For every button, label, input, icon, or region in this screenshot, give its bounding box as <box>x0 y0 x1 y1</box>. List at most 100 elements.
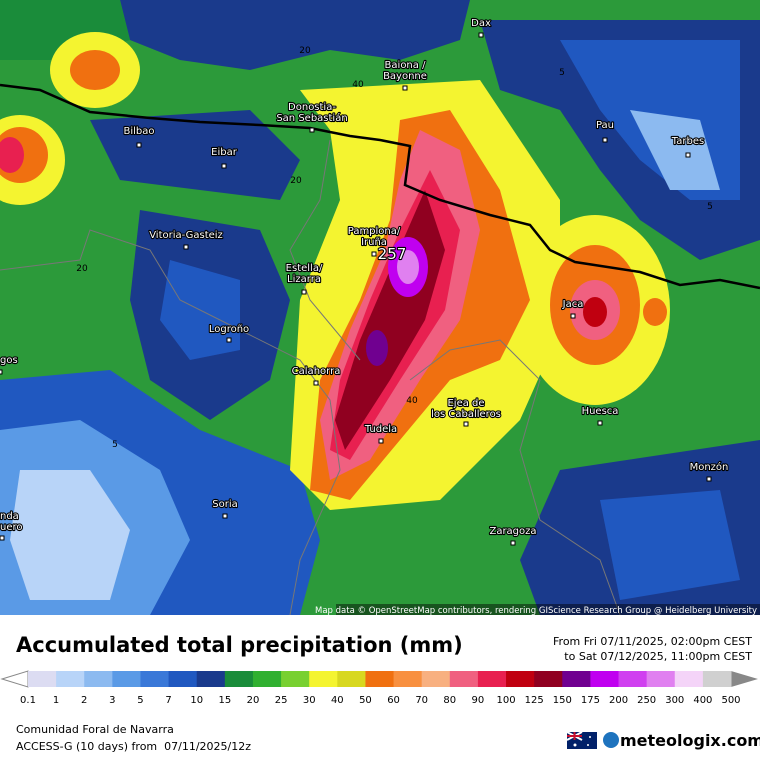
city-dot <box>510 540 516 546</box>
city-name: Donostia- <box>288 102 336 113</box>
contour-label: 20 <box>299 46 311 56</box>
borders <box>0 83 760 615</box>
region: Comunidad Foral de Navarra <box>16 723 174 736</box>
city-name: Tudela <box>364 424 397 435</box>
scale-tick-label: 30 <box>303 695 316 706</box>
city-name: Iruña <box>361 237 387 248</box>
city-dot <box>221 163 227 169</box>
city-dot <box>602 137 608 143</box>
legend-panel: Accumulated total precipitation (mm) Fro… <box>0 633 760 753</box>
scale-tick-label: 3 <box>109 695 115 706</box>
scale-cell <box>618 671 648 687</box>
scale-cell <box>449 671 479 687</box>
city-dot <box>309 127 315 133</box>
scale-cell <box>84 671 113 687</box>
city-dot <box>0 369 3 375</box>
color-scale: 0.1 1 2 3 5 7 10 15 20 25 30 40 50 60 70 80 90 100 125 150 1… <box>20 671 741 706</box>
scale-cell <box>562 671 591 687</box>
city-name: Pamplona/ <box>348 226 401 237</box>
scale-cell <box>646 671 676 687</box>
scale-cell <box>337 671 366 687</box>
scale-cell <box>56 671 85 687</box>
from-date: From Fri 07/11/2025, 02:00pm CEST <box>553 635 752 648</box>
city-name: Logroño <box>209 324 249 335</box>
scale-cell <box>309 671 338 687</box>
scale-cell <box>534 671 563 687</box>
contour-label: 40 <box>352 80 364 90</box>
contour-label: 5 <box>559 68 565 78</box>
contour-label: 20 <box>290 176 302 186</box>
scale-tick-label: 90 <box>472 695 485 706</box>
city-name: Ejea de <box>447 398 484 409</box>
scale-tick-label: 70 <box>415 695 428 706</box>
map: Dax Baiona /Bayonne Donostia-San Sebastián… <box>0 0 760 615</box>
city-dot <box>706 476 712 482</box>
legend-title: Accumulated total precipitation (mm) <box>16 633 463 657</box>
flag <box>566 731 597 749</box>
scale-tick-label: 40 <box>331 695 344 706</box>
scale-cell <box>168 671 198 687</box>
attribution-bg <box>336 604 760 615</box>
city-dot <box>136 142 142 148</box>
legend-high-arrow <box>731 671 758 687</box>
scale-tick-label: 5 <box>137 695 143 706</box>
city-name: nda <box>0 511 19 522</box>
contour-label: 20 <box>76 264 88 274</box>
scale-tick-label: 300 <box>665 695 684 706</box>
scale-tick-label: 125 <box>525 695 544 706</box>
city-name: Vitoria-Gasteiz <box>149 230 223 241</box>
city-name: Dax <box>471 18 491 29</box>
city-name: los Caballeros <box>431 409 501 420</box>
scale-tick-label: 50 <box>359 695 372 706</box>
city-name: Tarbes <box>671 136 704 147</box>
city-dot <box>463 421 469 427</box>
city-dot <box>402 85 408 91</box>
precip-field <box>0 0 760 615</box>
city-dot <box>378 438 384 444</box>
scale-tick-label: 20 <box>247 695 260 706</box>
contour-labels: 20 40 5 20 20 40 5 5 <box>76 46 713 450</box>
scale-tick-label: 0.1 <box>20 695 36 706</box>
model-run: ACCESS-G (10 days) from 07/11/2025/12z <box>16 740 251 753</box>
scale-cell <box>112 671 141 687</box>
contour-label: 5 <box>112 440 118 450</box>
scale-tick-label: 1 <box>53 695 59 706</box>
city-name: San Sebastián <box>276 112 347 124</box>
city-name: Baiona / <box>385 60 427 71</box>
contour-label: 5 <box>707 202 713 212</box>
city-name: Calahorra <box>292 366 341 377</box>
scale-tick-label: 60 <box>387 695 400 706</box>
scale-tick-label: 500 <box>721 695 740 706</box>
city-dot <box>226 337 232 343</box>
scale-cell <box>702 671 732 687</box>
city-dot <box>478 32 484 38</box>
scale-tick-label: 150 <box>553 695 572 706</box>
city-dot <box>301 289 307 295</box>
scale-cell <box>281 671 310 687</box>
scale-cell <box>28 671 57 687</box>
city-name: Zaragoza <box>489 526 536 537</box>
city-name: Estella/ <box>286 263 323 274</box>
city-name: Jaca <box>562 299 584 310</box>
scale-tick-label: 100 <box>496 695 515 706</box>
scale-tick-label: 200 <box>609 695 628 706</box>
city-name: Pau <box>596 120 614 131</box>
scale-cell <box>140 671 170 687</box>
city-dot <box>313 380 319 386</box>
scale-cell <box>590 671 620 687</box>
city-dot <box>371 251 377 257</box>
city-dot <box>183 244 189 250</box>
city-name: Soria <box>212 499 237 510</box>
brand-icon <box>603 732 619 748</box>
legend-low-arrow <box>0 670 29 688</box>
max-value: 257 <box>378 245 407 263</box>
scale-cell <box>477 671 507 687</box>
scale-cell <box>365 671 395 687</box>
scale-cell <box>224 671 254 687</box>
scale-tick-label: 15 <box>218 695 231 706</box>
city-name: Lizarra <box>287 274 321 285</box>
scale-cell <box>674 671 704 687</box>
city-dot <box>0 535 5 541</box>
scale-tick-label: 25 <box>275 695 288 706</box>
city-name: gos <box>0 355 18 366</box>
